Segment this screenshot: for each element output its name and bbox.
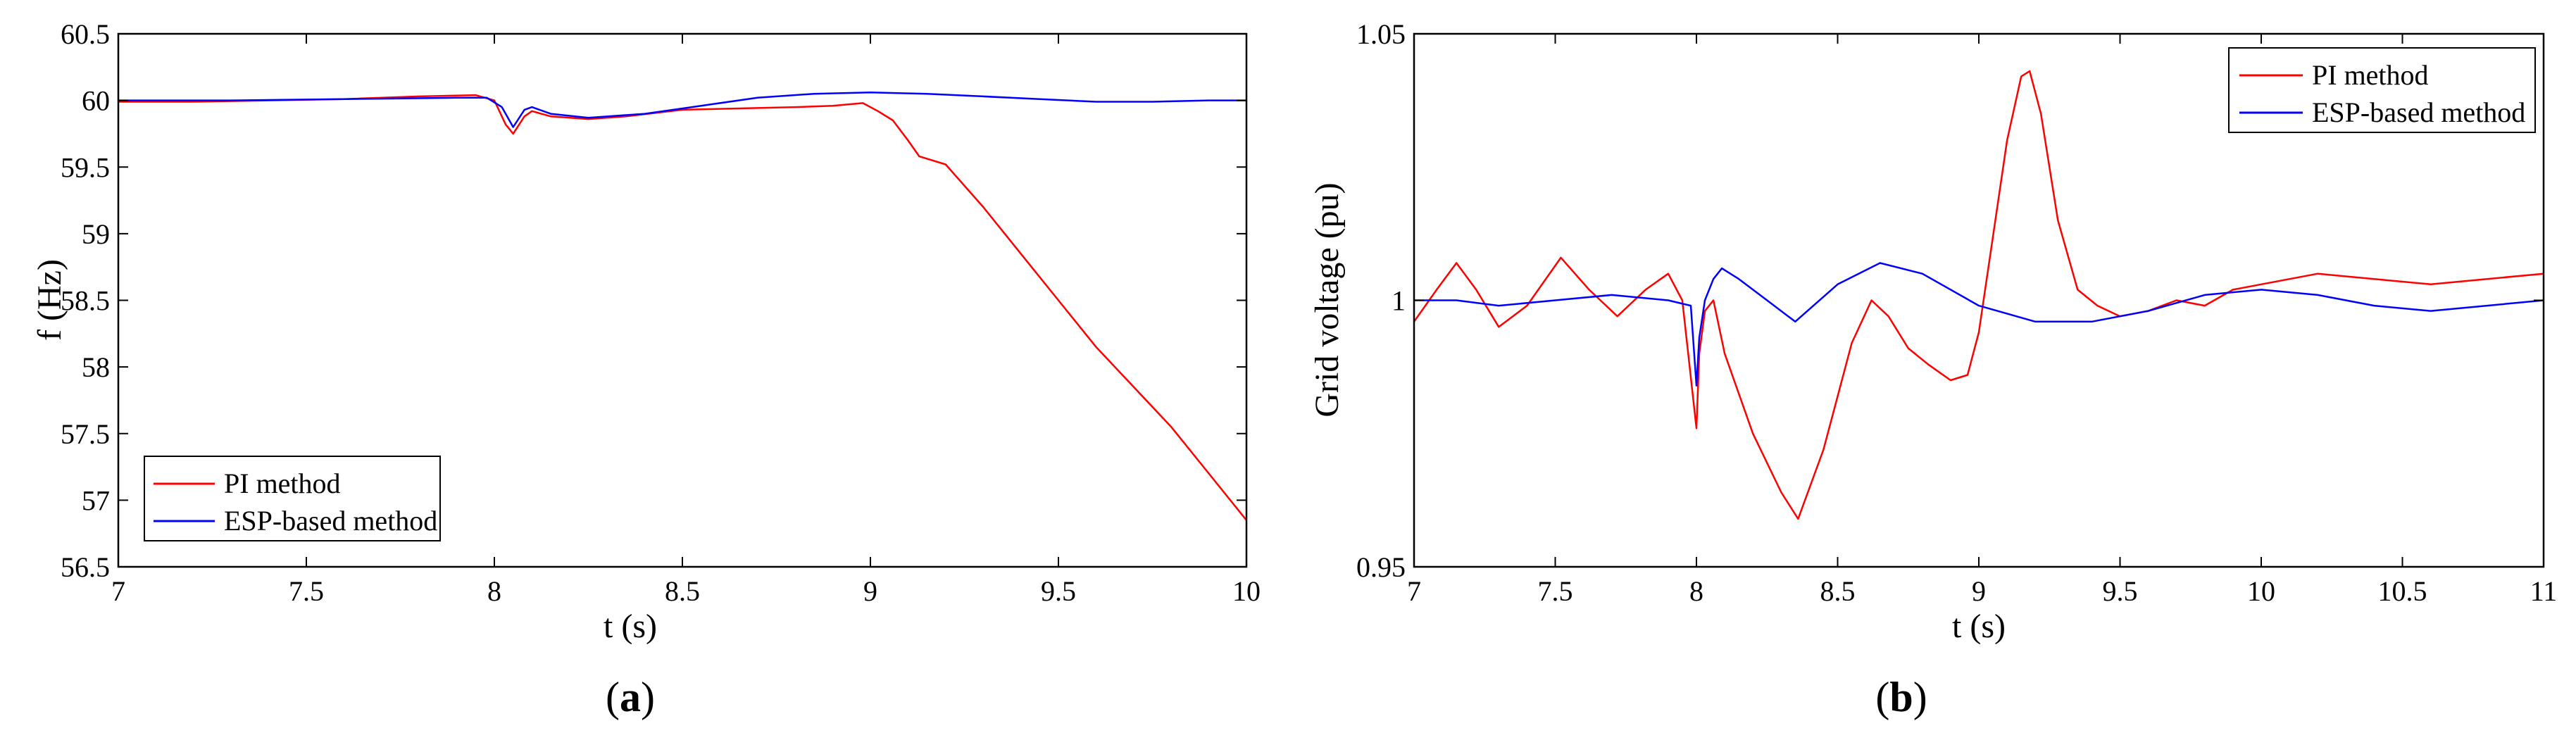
chart-a-legend: PI method ESP-based method	[144, 456, 441, 541]
chart-b-ytick-label: 0.95	[1356, 551, 1406, 583]
chart-a-ytick-label: 58.5	[61, 285, 110, 317]
chart-a-ylabel: f (Hz)	[31, 259, 68, 341]
chart-a-ytick-label: 56.5	[61, 551, 110, 583]
chart-a-series-esp-line	[118, 92, 1246, 128]
chart-b-xtick-label: 7	[1407, 575, 1421, 607]
chart-a-ytick-label: 57	[82, 484, 110, 516]
chart-a-legend-box	[144, 456, 441, 541]
chart-b: 7 7.5 8 8.5 9 9.5 10 10.5 11 0.95 1 1.05 t (s) Grid…	[1308, 18, 2557, 720]
chart-a-xtick-label: 10	[1232, 575, 1261, 607]
chart-a-series-pi-line	[118, 94, 1247, 521]
chart-b-legend-label-pi: PI method	[2312, 59, 2429, 91]
chart-a-ytick-label: 60.5	[61, 18, 110, 50]
chart-b-lines	[1413, 70, 2544, 520]
chart-a-lines	[118, 92, 1247, 521]
chart-a-xlabel: t (s)	[604, 608, 657, 645]
chart-a-legend-label-esp: ESP-based method	[224, 505, 437, 537]
chart-b-xlabel: t (s)	[1952, 608, 2006, 645]
chart-b-xtick-label: 10.5	[2378, 575, 2427, 607]
chart-b-ytick-label: 1.05	[1356, 18, 1406, 50]
chart-b-legend-box	[2228, 47, 2536, 133]
chart-a-ticks: 7 7.5 8 8.5 9 9.5 10 56.5 57 57.5 58 58.5 59 59.5 60 60…	[61, 18, 1261, 607]
chart-b-xtick-label: 10	[2247, 575, 2275, 607]
chart-a: 7 7.5 8 8.5 9 9.5 10 56.5 57 57.5 58 58.5 59 59.5 60 60…	[31, 18, 1261, 720]
chart-b-xtick-label: 9.5	[2103, 575, 2138, 607]
chart-a-panel-label: (a)	[606, 674, 655, 720]
chart-a-xtick-label: 7.5	[289, 575, 324, 607]
chart-b-panel-label: (b)	[1875, 674, 1927, 720]
chart-a-legend-label-pi: PI method	[224, 468, 341, 499]
chart-b-series-esp-line	[1414, 262, 2544, 387]
chart-b-xtick-label: 11	[2530, 575, 2558, 607]
chart-b-xtick-label: 8.5	[1820, 575, 1856, 607]
chart-b-series-pi-line	[1413, 70, 2544, 520]
chart-a-ytick-label: 60	[82, 85, 110, 117]
chart-b-legend: PI method ESP-based method	[2228, 47, 2536, 133]
chart-a-xtick-label: 8	[487, 575, 501, 607]
chart-a-xtick-label: 8.5	[665, 575, 700, 607]
chart-a-ytick-label: 58	[82, 351, 110, 383]
chart-a-ytick-label: 57.5	[61, 418, 110, 450]
chart-a-xtick-label: 9	[863, 575, 877, 607]
chart-a-panel-letter: a	[620, 674, 641, 720]
chart-a-xtick-label: 9.5	[1041, 575, 1076, 607]
chart-b-xtick-label: 9	[1972, 575, 1986, 607]
chart-a-ytick-label: 59.5	[61, 151, 110, 183]
chart-b-xtick-label: 7.5	[1538, 575, 1573, 607]
chart-b-ticks: 7 7.5 8 8.5 9 9.5 10 10.5 11 0.95 1 1.05	[1356, 18, 2557, 607]
chart-b-panel-letter: b	[1889, 674, 1913, 720]
chart-a-ytick-label: 59	[82, 218, 110, 250]
chart-b-ytick-label: 1	[1392, 285, 1406, 317]
chart-b-ylabel: Grid voltage (pu)	[1308, 182, 1346, 417]
chart-a-xtick-label: 7	[111, 575, 125, 607]
chart-b-xtick-label: 8	[1689, 575, 1703, 607]
chart-b-legend-label-esp: ESP-based method	[2312, 96, 2525, 128]
